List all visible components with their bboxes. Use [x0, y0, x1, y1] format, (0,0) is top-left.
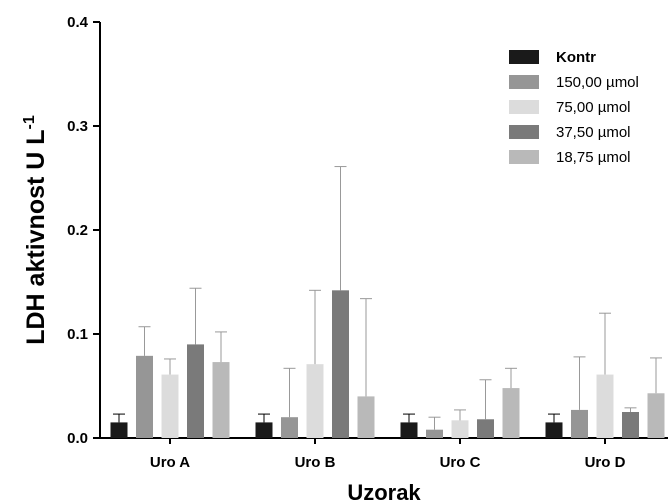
bar: [332, 290, 349, 438]
bar: [647, 393, 665, 438]
y-axis-title-superscript: -1: [21, 115, 38, 129]
bar-marks: [110, 290, 665, 438]
bar: [451, 420, 469, 438]
x-tick-label: Uro B: [295, 454, 336, 471]
legend-label: 75,00 µmol: [556, 99, 631, 116]
legend-swatch: [509, 150, 539, 164]
bar: [477, 419, 494, 438]
x-axis-title: Uzorak: [347, 480, 421, 504]
legend-swatch: [509, 75, 539, 89]
error-bars: [113, 166, 662, 430]
y-tick-label: 0.1: [67, 326, 88, 343]
bar: [110, 422, 128, 438]
legend-swatch: [509, 125, 539, 139]
bar: [187, 344, 204, 438]
legend-swatch: [509, 50, 539, 64]
bar: [426, 429, 443, 438]
bar: [212, 362, 230, 438]
bar: [281, 417, 298, 438]
bar: [400, 422, 418, 438]
legend-swatch: [509, 100, 539, 114]
bar: [255, 422, 273, 438]
y-tick-label: 0.2: [67, 222, 88, 239]
y-axis-title: LDH aktivnost U L-1: [21, 115, 50, 345]
legend-label: 150,00 µmol: [556, 74, 639, 91]
y-tick-label: 0.4: [67, 14, 89, 31]
bar: [306, 364, 324, 438]
y-tick-label: 0.3: [67, 118, 88, 135]
bar: [622, 412, 639, 438]
bar: [545, 422, 563, 438]
x-tick-label: Uro A: [150, 454, 190, 471]
legend-label: Kontr: [556, 49, 596, 66]
legend-label: 18,75 µmol: [556, 149, 631, 166]
bar: [571, 409, 588, 438]
y-ticks: 0.0 0.1 0.2 0.3 0.4: [67, 14, 100, 447]
bar: [502, 388, 520, 438]
bar: [357, 396, 375, 438]
x-ticks: Uro A Uro B Uro C Uro D: [150, 438, 626, 471]
bar: [161, 374, 179, 438]
x-tick-label: Uro C: [440, 454, 481, 471]
x-tick-label: Uro D: [585, 454, 626, 471]
legend: Kontr 150,00 µmol 75,00 µmol 37,50 µmol 18,7…: [509, 49, 639, 166]
y-axis-title-main: LDH aktivnost U L: [22, 129, 50, 344]
legend-label: 37,50 µmol: [556, 124, 631, 141]
y-tick-label: 0.0: [67, 430, 88, 447]
bar: [136, 355, 153, 438]
bar: [596, 374, 614, 438]
